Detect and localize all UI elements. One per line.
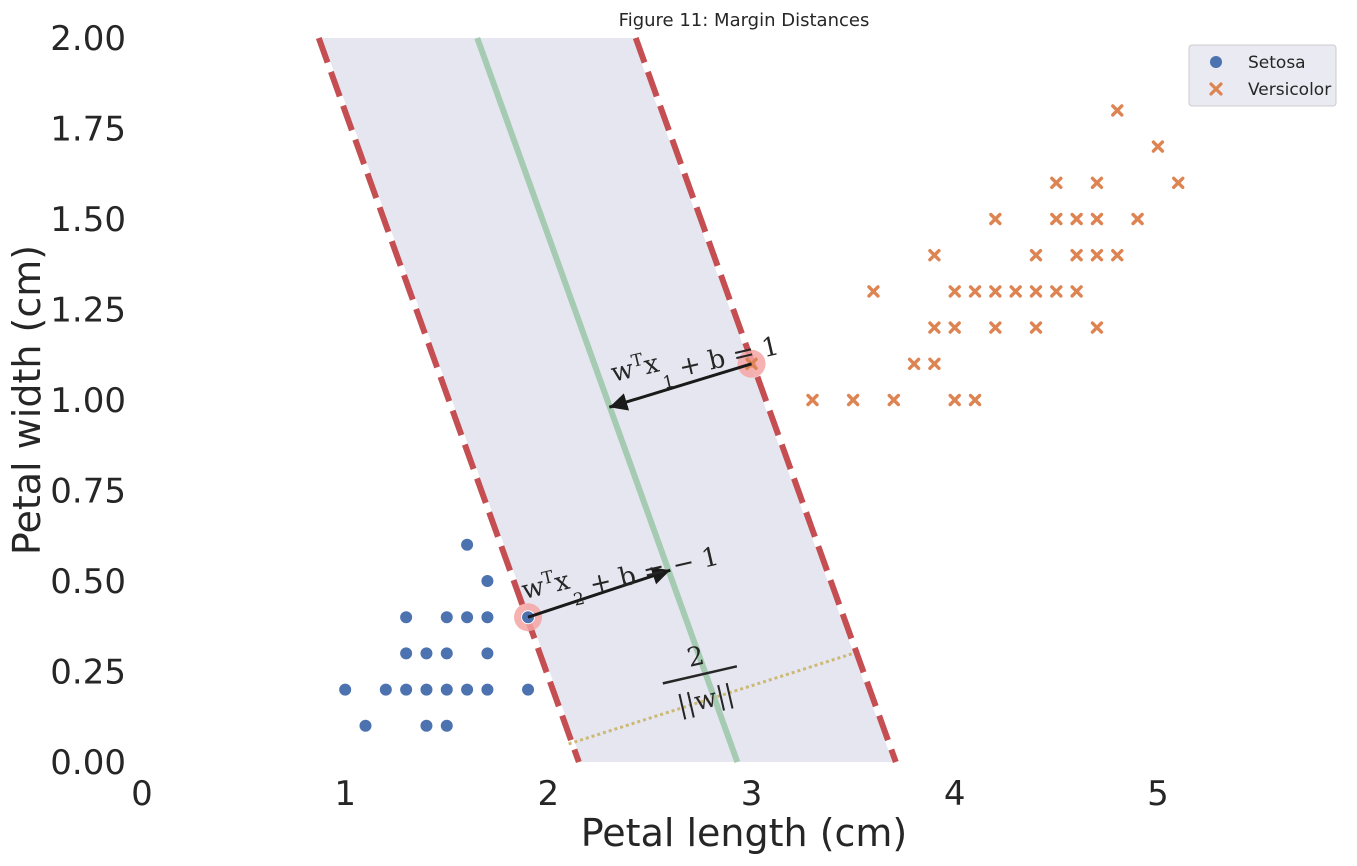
equation-part: 2 — [572, 589, 587, 611]
legend: Setosa Versicolor — [1188, 44, 1337, 107]
margin-distance-line — [568, 651, 854, 746]
point-versicolor-27 — [1090, 321, 1104, 334]
y-tick-label-1.75: 1.75 — [50, 110, 126, 150]
y-axis-title: Petal width (cm) — [5, 245, 49, 555]
point-versicolor-21 — [1050, 285, 1063, 298]
y-tick-label-1.25: 1.25 — [50, 291, 126, 331]
point-setosa-1 — [358, 718, 373, 733]
fraction-bar — [662, 665, 738, 685]
point-setosa-12 — [439, 718, 454, 733]
point-versicolor-1 — [806, 393, 819, 407]
x-tick-label-0: 0 — [131, 774, 153, 814]
legend-box — [1188, 44, 1337, 107]
margin-line-1 — [632, 36, 899, 764]
margin-line-0 — [315, 36, 582, 764]
point-setosa-11 — [439, 682, 454, 697]
decision-boundary-line — [474, 36, 741, 764]
margin-width-numerator: 2 — [684, 641, 707, 674]
point-versicolor-5 — [907, 357, 921, 370]
y-tick-label-1.50: 1.50 — [50, 200, 126, 240]
equation-part: T — [629, 350, 645, 372]
y-tick-label-0.50: 0.50 — [50, 562, 126, 602]
point-setosa-0 — [338, 682, 353, 697]
equation-part: x — [552, 566, 573, 599]
x-tick-label-4: 4 — [944, 774, 966, 814]
point-versicolor-19 — [1029, 285, 1043, 298]
chart-title: Figure 11: Margin Distances — [619, 10, 870, 31]
point-setosa-6 — [419, 646, 434, 661]
x-tick-label-5: 5 — [1147, 774, 1169, 814]
point-versicolor-15 — [989, 285, 1002, 298]
y-tick-label-1.00: 1.00 — [50, 381, 126, 421]
boundary-lines — [315, 36, 899, 764]
point-setosa-3 — [399, 610, 414, 625]
point-setosa-21 — [521, 682, 536, 697]
point-versicolor-24 — [1070, 285, 1083, 298]
point-versicolor-17 — [1009, 285, 1022, 298]
point-versicolor-11 — [948, 285, 961, 298]
point-versicolor-29 — [1090, 212, 1104, 226]
point-setosa-15 — [460, 682, 475, 697]
legend-marker-setosa — [1210, 56, 1222, 68]
legend-label-setosa: Setosa — [1248, 53, 1306, 73]
point-versicolor-18 — [1029, 321, 1043, 334]
point-setosa-16 — [480, 574, 495, 588]
point-setosa-19 — [480, 682, 495, 697]
point-versicolor-33 — [1131, 212, 1144, 226]
x-axis-title: Petal length (cm) — [581, 811, 908, 855]
point-versicolor-25 — [1070, 249, 1083, 262]
point-versicolor-14 — [989, 321, 1002, 334]
point-setosa-14 — [460, 610, 475, 625]
y-tick-label-0.75: 0.75 — [50, 472, 126, 512]
x-tick-label-2: 2 — [538, 774, 560, 814]
equation-part: T — [540, 567, 556, 589]
equation-part: x — [641, 349, 662, 382]
x-tick-label-3: 3 — [741, 774, 763, 814]
point-versicolor-7 — [928, 321, 941, 334]
point-versicolor-3 — [867, 285, 880, 298]
point-versicolor-4 — [887, 393, 900, 407]
data-points — [338, 104, 1185, 733]
point-versicolor-9 — [948, 393, 961, 407]
point-versicolor-6 — [928, 357, 941, 370]
point-setosa-2 — [378, 682, 393, 697]
point-versicolor-13 — [968, 285, 982, 298]
point-versicolor-10 — [948, 321, 961, 334]
point-versicolor-22 — [1050, 212, 1063, 226]
point-versicolor-2 — [846, 393, 860, 407]
point-versicolor-31 — [1111, 249, 1124, 262]
point-setosa-18 — [480, 646, 495, 661]
point-versicolor-23 — [1050, 176, 1063, 189]
x-tick-label-1: 1 — [334, 774, 356, 814]
axes: 0 1 2 3 4 5 0.00 0.25 0.50 0.75 1.00 1.25 1.50 1.75 2.… — [50, 19, 1168, 814]
point-setosa-17 — [480, 610, 495, 625]
point-setosa-4 — [399, 646, 414, 661]
y-tick-label-2.00: 2.00 — [50, 19, 126, 59]
point-setosa-8 — [419, 718, 434, 733]
point-setosa-13 — [460, 537, 475, 552]
point-setosa-10 — [439, 646, 454, 661]
point-versicolor-20 — [1029, 249, 1043, 262]
margin-arrow-1 — [527, 567, 671, 619]
point-setosa-5 — [399, 682, 414, 697]
y-tick-label-0.25: 0.25 — [50, 653, 126, 693]
point-versicolor-16 — [989, 212, 1002, 226]
point-versicolor-35 — [1172, 176, 1185, 189]
legend-label-versicolor: Versicolor — [1248, 80, 1331, 100]
point-versicolor-30 — [1090, 176, 1104, 189]
point-setosa-9 — [439, 610, 454, 625]
point-versicolor-26 — [1070, 212, 1083, 226]
equation-part: 1 — [661, 372, 676, 394]
point-setosa-7 — [419, 682, 434, 697]
y-tick-label-0.00: 0.00 — [50, 743, 126, 783]
margin-arrow-0 — [608, 362, 752, 411]
point-versicolor-34 — [1151, 140, 1165, 153]
point-versicolor-32 — [1111, 104, 1124, 117]
legend-marker-versicolor — [1209, 82, 1223, 96]
point-versicolor-8 — [928, 249, 941, 262]
point-versicolor-12 — [968, 393, 982, 407]
point-versicolor-28 — [1090, 249, 1104, 262]
